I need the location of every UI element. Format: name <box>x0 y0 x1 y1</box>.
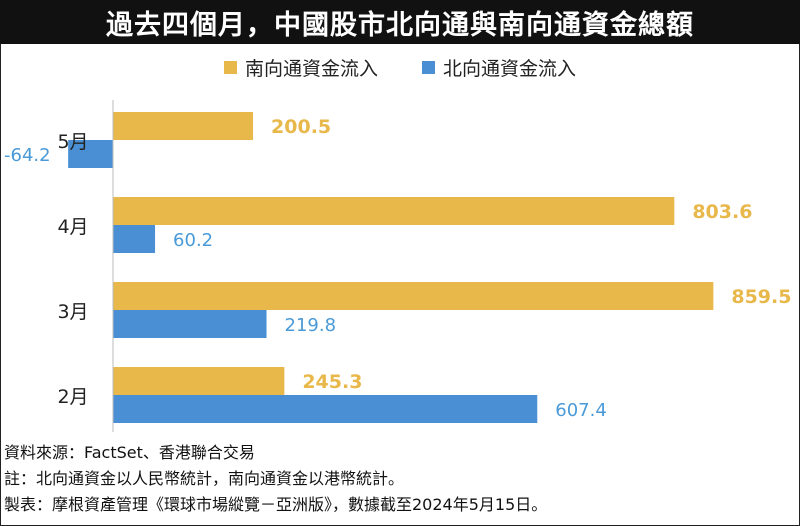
chart-title: 過去四個月，中國股市北向通與南向通資金總額 <box>0 0 800 44</box>
chart-legend: 南向通資金流入 北向通資金流入 <box>0 52 800 82</box>
category-label-1: 4月 <box>57 216 88 238</box>
legend-swatch-south <box>223 60 237 74</box>
value-label-north-0: -64.2 <box>4 145 51 166</box>
bar-north-1 <box>113 225 156 253</box>
source-note: 資料來源：FactSet、香港聯合交易 <box>4 443 255 462</box>
value-label-north-2: 219.8 <box>285 315 337 336</box>
credit-note: 製表：摩根資產管理《環球市場縱覽－亞洲版》，數據截至2024年5月15日。 <box>4 495 548 514</box>
category-label-0: 5月 <box>57 131 88 153</box>
value-label-south-1: 803.6 <box>692 201 752 223</box>
bar-south-2 <box>113 282 714 310</box>
value-label-south-3: 245.3 <box>302 371 362 393</box>
value-label-south-0: 200.5 <box>271 116 331 138</box>
category-label-3: 2月 <box>57 386 88 408</box>
value-label-north-1: 60.2 <box>173 230 213 251</box>
legend-label-south: 南向通資金流入 <box>244 57 378 80</box>
bar-north-3 <box>113 395 538 423</box>
value-label-south-2: 859.5 <box>731 286 791 308</box>
bar-chart: 200.5 -64.2 5月 803.6 60.2 4月 859.5 219.8 3月 245.3… <box>4 100 791 432</box>
footnote: 註：北向通資金以人民幣統計，南向通資金以港幣統計。 <box>4 469 405 488</box>
legend-label-north: 北向通資金流入 <box>443 57 577 80</box>
legend-swatch-north <box>422 60 435 74</box>
bar-south-3 <box>113 367 285 395</box>
legend-item-north: 北向通資金流入 <box>422 54 576 81</box>
category-label-2: 3月 <box>57 301 88 323</box>
bar-south-1 <box>113 197 675 225</box>
bar-south-0 <box>113 112 254 140</box>
chart-notes: 資料來源：FactSet、香港聯合交易 註：北向通資金以人民幣統計，南向通資金以… <box>4 440 794 518</box>
legend-item-south: 南向通資金流入 <box>223 54 378 81</box>
value-label-north-3: 607.4 <box>555 400 607 421</box>
bar-north-0 <box>68 140 113 168</box>
bar-north-2 <box>113 310 267 338</box>
